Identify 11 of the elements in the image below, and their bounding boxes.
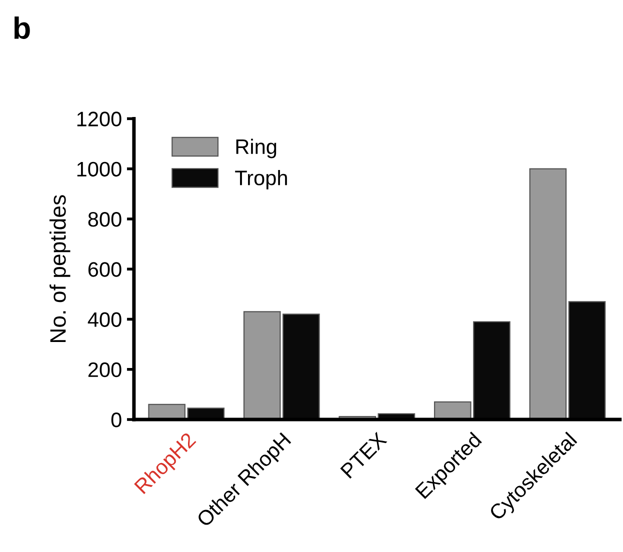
y-tick-label: 1200 xyxy=(77,112,122,126)
y-tick-label: 600 xyxy=(88,262,122,277)
legend-label: Troph xyxy=(235,170,287,190)
y-tick-label: 400 xyxy=(88,312,122,327)
y-tick-label: 1000 xyxy=(77,162,122,177)
legend-label: Ring xyxy=(236,138,276,158)
y-tick-label: 200 xyxy=(88,362,122,378)
y-tick-label: 800 xyxy=(88,212,122,227)
y-tick-label: 0 xyxy=(111,412,122,428)
y-axis-title: No. of peptides xyxy=(50,195,70,342)
chart-title: b xyxy=(14,16,30,40)
